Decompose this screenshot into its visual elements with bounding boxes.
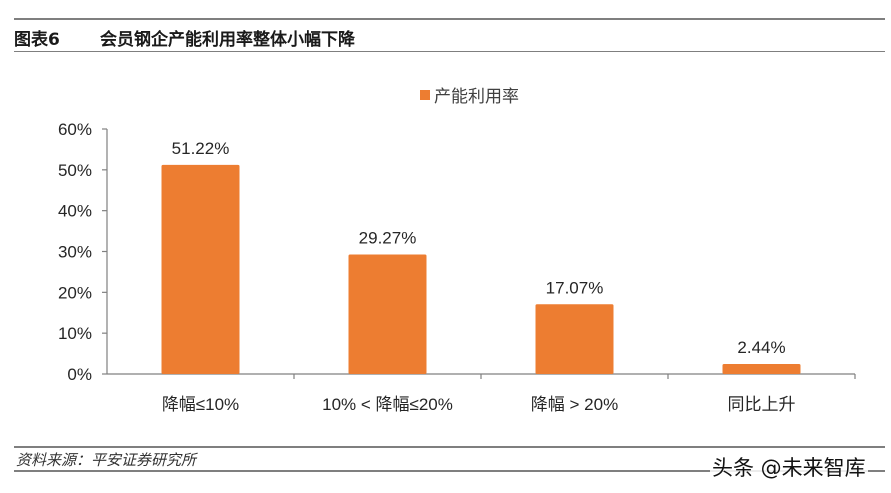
x-category-label: 降幅 > 20% [531, 395, 618, 414]
chart-legend: 产能利用率 [420, 82, 519, 107]
bars: 51.22% 29.27% 17.07% 2.44% [161, 139, 801, 374]
y-axis: 0% 10% 20% 30% 40% 50% 60% [58, 120, 108, 384]
source-top-rule [14, 446, 885, 448]
figure-header: 图表6 会员钢企产能利用率整体小幅下降 [14, 22, 355, 52]
title-underline [14, 51, 885, 52]
y-tick-label: 40% [58, 202, 92, 221]
legend-label: 产能利用率 [434, 87, 519, 107]
y-tick-label: 60% [58, 120, 92, 139]
bar [161, 164, 240, 374]
source-bottom-rule [14, 470, 885, 472]
x-category-label: 降幅≤10% [162, 395, 239, 414]
bar-value-label: 17.07% [546, 278, 604, 297]
legend-swatch-icon [420, 89, 430, 100]
x-axis: 降幅≤10% 10% < 降幅≤20% 降幅 > 20% 同比上升 [107, 373, 856, 414]
bar [348, 254, 427, 374]
figure-title: 会员钢企产能利用率整体小幅下降 [100, 29, 355, 50]
figure-number: 图表6 [14, 29, 60, 50]
bar [535, 304, 614, 374]
bar-value-label: 51.22% [172, 139, 230, 158]
y-tick-label: 10% [58, 324, 92, 343]
source-note: 资料来源：平安证券研究所 [16, 451, 197, 469]
bar-value-label: 2.44% [737, 338, 785, 357]
bar-value-label: 29.27% [359, 228, 417, 247]
watermark: 头条 @未来智库 [710, 452, 868, 482]
top-rule [14, 18, 885, 20]
y-tick-label: 50% [58, 161, 92, 180]
x-category-label: 10% < 降幅≤20% [322, 395, 453, 414]
y-tick-label: 20% [58, 283, 92, 302]
x-category-label: 同比上升 [728, 395, 796, 414]
y-tick-label: 0% [67, 365, 92, 384]
bar [722, 364, 801, 374]
y-tick-label: 30% [58, 243, 92, 262]
